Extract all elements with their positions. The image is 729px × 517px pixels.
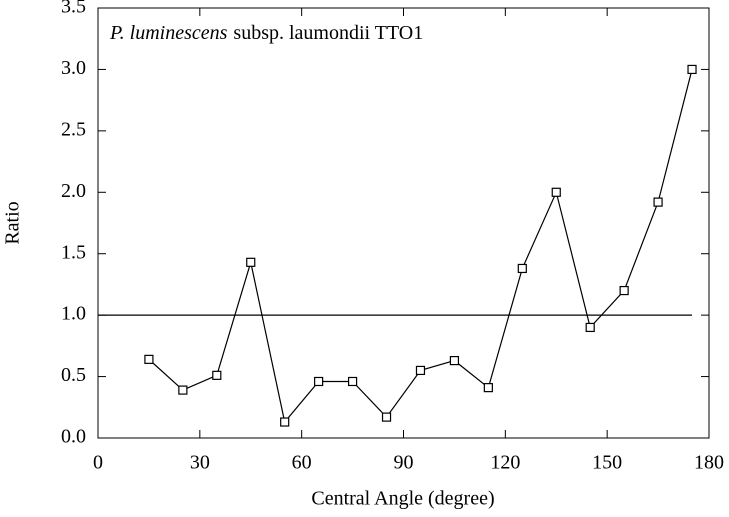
y-tick-label: 2.0 xyxy=(61,180,86,202)
x-axis-label: Central Angle (degree) xyxy=(311,488,494,510)
data-marker xyxy=(687,64,697,75)
data-marker xyxy=(585,322,595,333)
plot-frame xyxy=(97,7,710,439)
data-marker xyxy=(347,376,358,387)
x-tick-label: 180 xyxy=(694,452,724,474)
data-marker xyxy=(483,383,493,393)
y-tick-label: 0.5 xyxy=(61,364,86,386)
data-marker xyxy=(212,370,222,380)
y-tick-label: 3.0 xyxy=(61,57,86,79)
x-tick-label: 120 xyxy=(490,452,520,474)
x-tick-label: 150 xyxy=(592,452,622,474)
data-marker xyxy=(381,412,392,422)
data-marker xyxy=(449,356,460,366)
annotation-species: P. luminescens xyxy=(109,22,228,44)
y-tick-label: 3.5 xyxy=(61,0,86,18)
data-marker xyxy=(653,197,663,207)
data-marker xyxy=(280,417,290,427)
annotation: P. luminescens subsp. laumondii TTO1 xyxy=(109,22,423,44)
x-tick-label: 30 xyxy=(190,452,210,474)
data-marker xyxy=(619,285,629,296)
y-tick-label: 1.0 xyxy=(61,303,86,325)
x-tick-label: 60 xyxy=(292,452,312,474)
data-marker xyxy=(144,354,154,364)
data-marker xyxy=(517,263,527,274)
x-tick-label: 90 xyxy=(394,452,414,474)
y-tick-label: 1.5 xyxy=(61,241,86,263)
x-tick-label: 0 xyxy=(93,452,103,474)
y-axis-label: Ratio xyxy=(2,201,24,244)
data-marker xyxy=(178,385,188,395)
y-tick-label: 2.5 xyxy=(61,118,86,140)
y-tick-label: 0.0 xyxy=(61,426,86,448)
data-marker xyxy=(551,187,561,197)
data-marker xyxy=(314,376,324,387)
data-marker xyxy=(246,257,256,267)
annotation-strain: subsp. laumondii TTO1 xyxy=(233,22,423,44)
data-marker xyxy=(415,365,426,376)
